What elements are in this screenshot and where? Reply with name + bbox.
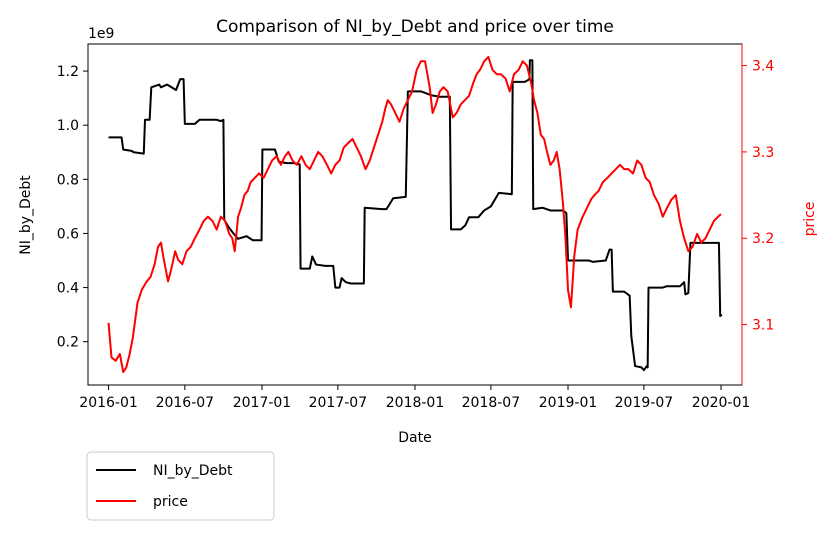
right-axis-label: price — [802, 202, 818, 237]
left-tick-label: 1.0 — [57, 118, 79, 134]
right-tick-label: 3.4 — [752, 59, 774, 75]
chart-title: Comparison of NI_by_Debt and price over … — [216, 17, 614, 37]
right-y-axis: 3.1 3.2 3.3 3.4 — [742, 59, 774, 334]
left-axis-offset-text: 1e9 — [88, 26, 114, 42]
left-tick-label: 1.2 — [57, 64, 79, 80]
x-tick-label: 2017-01 — [233, 395, 292, 411]
right-tick-label: 3.3 — [752, 145, 774, 161]
left-y-axis: 0.2 0.4 0.6 0.8 1.0 1.2 — [57, 64, 88, 351]
x-axis: 2016-01 2016-07 2017-01 2017-07 2018-01 2018-… — [79, 385, 750, 411]
x-tick-label: 2019-01 — [539, 395, 598, 411]
series-line-price — [107, 55, 722, 374]
left-tick-label: 0.8 — [57, 172, 79, 188]
x-tick-label: 2017-07 — [309, 395, 368, 411]
right-tick-label: 3.1 — [752, 318, 774, 334]
x-axis-label: Date — [398, 430, 431, 446]
x-tick-label: 2018-07 — [462, 395, 521, 411]
legend-label-ni-by-debt: NI_by_Debt — [153, 463, 233, 479]
left-tick-label: 0.2 — [57, 335, 79, 351]
x-tick-label: 2019-07 — [615, 395, 674, 411]
right-tick-label: 3.2 — [752, 231, 774, 247]
left-tick-label: 0.4 — [57, 281, 79, 297]
x-tick-label: 2016-07 — [156, 395, 215, 411]
legend: NI_by_Debt price — [86, 451, 275, 521]
left-tick-label: 0.6 — [57, 226, 79, 242]
legend-label-price: price — [153, 494, 188, 510]
series-layer — [107, 55, 723, 374]
series-line-ni-by-debt — [108, 59, 723, 372]
x-tick-label: 2018-01 — [386, 395, 445, 411]
left-axis-label: NI_by_Debt — [18, 175, 34, 255]
x-tick-label: 2020-01 — [692, 395, 751, 411]
x-tick-label: 2016-01 — [79, 395, 138, 411]
